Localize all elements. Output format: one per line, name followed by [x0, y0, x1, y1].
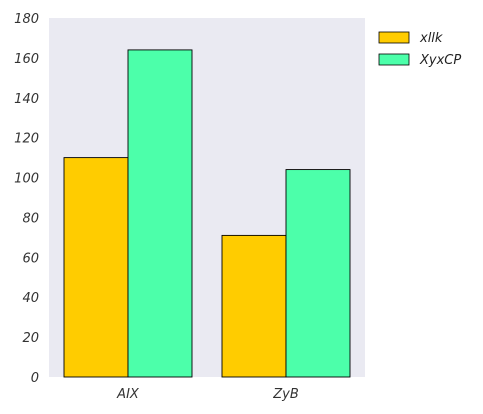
bar-xyxcp-aix: [128, 50, 192, 377]
legend-swatch-xllk: [379, 32, 409, 43]
y-tick-label: 40: [22, 291, 39, 306]
y-tick-label: 120: [14, 132, 39, 147]
legend-label-xyxcp: XyxCP: [419, 53, 461, 68]
bar-xllk-aix: [64, 158, 128, 377]
bar-xllk-zyb: [222, 235, 286, 377]
bar-xyxcp-zyb: [286, 170, 350, 377]
y-tick-label: 140: [14, 92, 39, 107]
x-tick-labels: AIX ZyB: [116, 387, 299, 402]
y-tick-label: 80: [22, 211, 39, 226]
y-tick-label: 0: [31, 371, 39, 386]
y-tick-labels: 0 20 40 60 80 100 120 140 160 180: [14, 12, 39, 386]
x-tick-label: ZyB: [272, 387, 299, 402]
legend-swatch-xyxcp: [379, 54, 409, 65]
y-tick-label: 100: [14, 172, 39, 187]
x-tick-label: AIX: [116, 387, 140, 402]
legend: xllk XyxCP: [379, 31, 461, 68]
y-tick-label: 60: [22, 251, 39, 266]
y-tick-label: 160: [14, 52, 39, 67]
legend-label-xllk: xllk: [419, 31, 443, 46]
y-tick-label: 180: [14, 12, 39, 27]
y-tick-label: 20: [22, 331, 39, 346]
